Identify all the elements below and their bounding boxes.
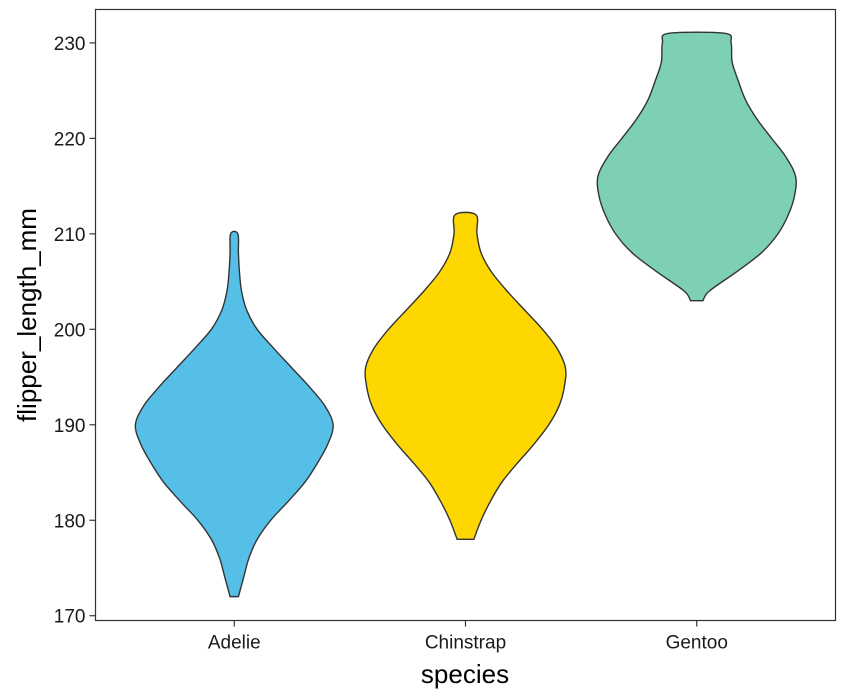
x-tick-label-gentoo: Gentoo	[666, 633, 728, 654]
y-axis-title: flipper_length_mm	[12, 208, 42, 422]
y-tick-label: 180	[54, 511, 86, 532]
y-tick-label: 220	[54, 129, 86, 150]
violins-layer	[134, 31, 797, 598]
x-tick-label-adelie: Adelie	[208, 633, 261, 654]
violin-chinstrap	[364, 211, 567, 541]
x-axis: Adelie Chinstrap Gentoo	[208, 620, 728, 654]
y-tick-label: 210	[54, 225, 86, 246]
y-tick-label: 190	[54, 416, 86, 437]
y-tick-label: 200	[54, 320, 86, 341]
y-tick-label: 230	[54, 34, 86, 55]
violin-adelie	[134, 230, 334, 598]
violin-gentoo	[596, 31, 797, 302]
x-tick-label-chinstrap: Chinstrap	[425, 633, 506, 654]
y-tick-label: 170	[54, 607, 86, 628]
x-axis-title: species	[421, 659, 509, 689]
y-axis: 170 180 190 200 210 220 230	[54, 34, 96, 628]
